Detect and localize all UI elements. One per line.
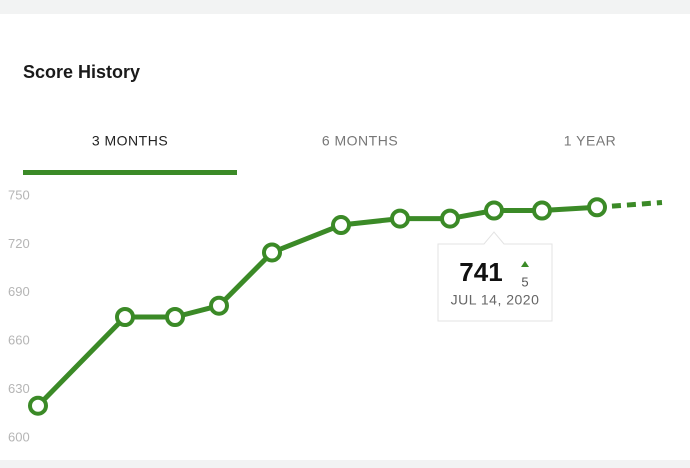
y-tick-label: 600: [8, 429, 30, 444]
score-point: [115, 307, 135, 327]
score-point: [165, 307, 185, 327]
bottom-band: [0, 460, 690, 468]
tab[interactable]: 6 MONTHS: [322, 133, 398, 149]
score-point: [209, 295, 229, 316]
title: Score History: [23, 62, 140, 82]
top-band: [0, 0, 690, 14]
score-point: [262, 242, 282, 263]
y-tick-label: 720: [8, 236, 30, 251]
y-tick-label: 630: [8, 381, 30, 396]
tooltip: 741 5 JUL 14, 2020: [437, 231, 553, 322]
score-point: [331, 215, 351, 236]
y-tick-label: 690: [8, 284, 30, 299]
tab[interactable]: 3 MONTHS: [92, 133, 168, 149]
tab-indicator: [23, 170, 237, 175]
y-tick-label: 750: [8, 187, 30, 202]
score-point: [440, 208, 460, 229]
up-arrow: [521, 261, 529, 267]
tooltip-date: JUL 14, 2020: [451, 292, 540, 308]
tooltip-box: [437, 231, 553, 322]
score-point: [28, 395, 48, 416]
tooltip-change: 5: [521, 274, 528, 289]
tooltip-value: 741: [459, 257, 502, 287]
projection-line: [596, 199, 663, 210]
tab[interactable]: 1 YEAR: [564, 133, 617, 149]
y-tick-label: 660: [8, 333, 30, 348]
score-point: [484, 200, 504, 221]
score-point: [587, 197, 607, 218]
score-point: [532, 200, 552, 221]
score-point: [390, 208, 410, 229]
